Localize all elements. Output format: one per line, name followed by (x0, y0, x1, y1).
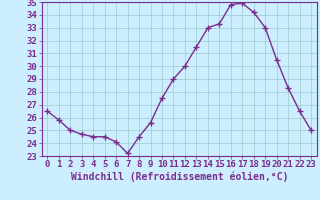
X-axis label: Windchill (Refroidissement éolien,°C): Windchill (Refroidissement éolien,°C) (70, 172, 288, 182)
